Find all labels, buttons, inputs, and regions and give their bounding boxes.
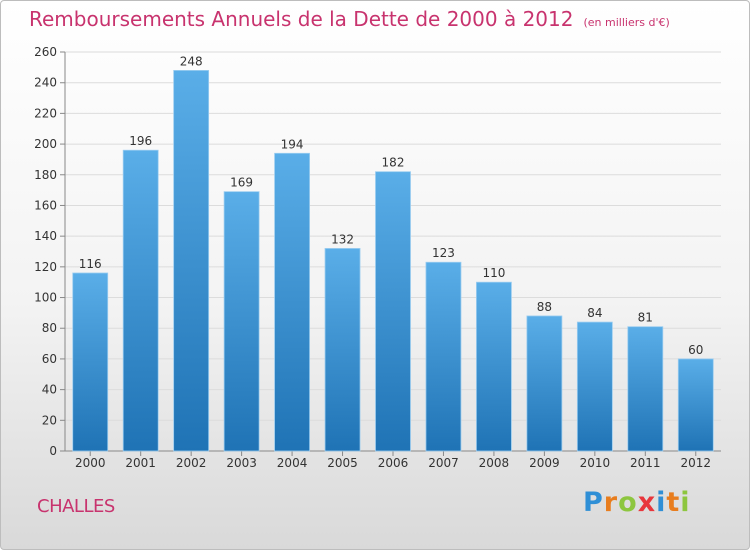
x-tick-label-2004: 2004 [277,456,308,470]
x-tick-label-2000: 2000 [75,456,106,470]
chart-subtitle: (en milliers d'€) [583,16,670,29]
data-label-2009: 88 [537,300,552,314]
axes: 0 20 40 60 80 100 120 140 160 180 200 220 240 260 2000… [34,45,721,470]
bars [72,70,714,452]
bar-2003 [223,191,260,452]
x-tick-label-2012: 2012 [680,456,711,470]
data-label-2002: 248 [180,54,203,68]
proxiti-logo: Proxiti [583,487,691,518]
logo-letter: i [680,487,691,518]
town-name: CHALLES [37,496,115,517]
data-label-2012: 60 [688,343,703,357]
chart-title: Remboursements Annuels de la Dette de 20… [29,7,670,31]
data-label-2001: 196 [129,134,152,148]
bar-2000 [72,272,109,452]
y-tick-label: 240 [34,76,57,90]
bar-2006 [375,171,411,452]
y-tick-label: 60 [42,352,57,366]
y-tick-label: 260 [34,45,57,59]
y-tick-label: 20 [42,413,57,427]
data-label-2006: 182 [382,156,405,170]
data-label-2003: 169 [230,176,253,190]
logo-letter: P [583,487,604,518]
bar-2010 [576,321,613,452]
x-tick-label-2007: 2007 [428,456,459,470]
y-tick-label: 200 [34,137,57,151]
bar-2007 [425,261,462,452]
data-label-2011: 81 [638,311,653,325]
logo-letter: o [618,487,638,518]
y-tick-label: 100 [34,291,57,305]
y-tick-label: 140 [34,229,57,243]
y-tick-label: 0 [49,444,57,458]
bar-2008 [476,281,512,452]
y-tick-label: 40 [42,383,57,397]
logo-letter: r [603,487,619,518]
x-tick-label-2009: 2009 [529,456,560,470]
bar-2004 [274,152,310,452]
data-label-2007: 123 [432,246,455,260]
logo-letter: t [666,487,681,518]
y-tick-label: 120 [34,260,57,274]
x-tick-label-2010: 2010 [580,456,611,470]
y-tick-label: 180 [34,168,57,182]
x-tick-label-2008: 2008 [479,456,510,470]
data-labels: 116 196 248 169 194 132 182 123 110 88 84 81 60 [79,54,704,357]
data-label-2008: 110 [482,266,505,280]
x-tick-label-2002: 2002 [176,456,207,470]
x-tick-label-2011: 2011 [630,456,661,470]
y-tick-label: 220 [34,106,57,120]
bar-2011 [627,326,664,452]
bar-2001 [122,149,159,452]
bar-2005 [324,248,361,452]
bar-2012 [677,358,714,452]
bar-2009 [526,315,563,452]
x-tick-label-2003: 2003 [226,456,257,470]
logo-letter: x [637,487,657,518]
x-tick-label-2006: 2006 [378,456,409,470]
x-tick-label-2001: 2001 [125,456,156,470]
bar-2002 [173,70,210,452]
x-tick-label-2005: 2005 [327,456,358,470]
chart-title-text: Remboursements Annuels de la Dette de 20… [29,7,574,31]
data-label-2000: 116 [79,257,102,271]
y-tick-label: 80 [42,321,57,335]
y-tick-label: 160 [34,198,57,212]
logo-letter: i [656,487,667,518]
data-label-2010: 84 [587,306,602,320]
data-label-2005: 132 [331,232,354,246]
data-label-2004: 194 [281,137,304,151]
